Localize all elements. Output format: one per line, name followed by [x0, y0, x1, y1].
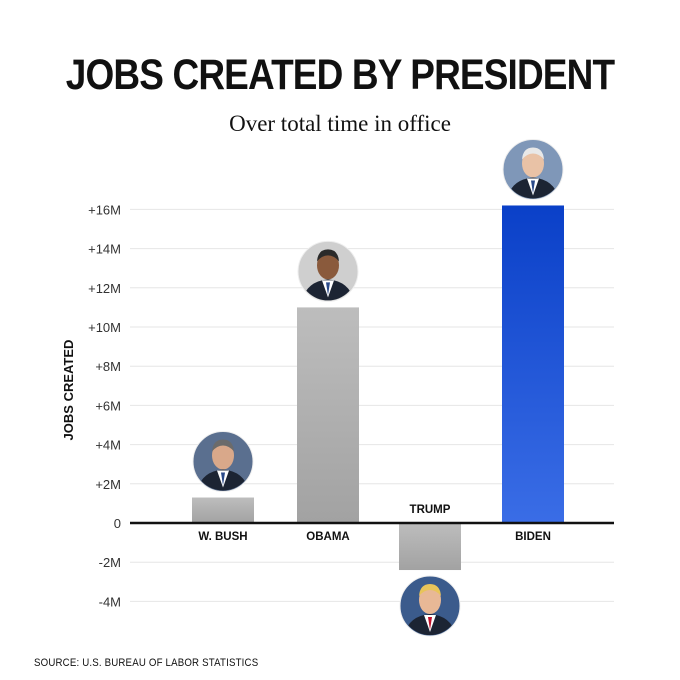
- obama-portrait-icon: [297, 240, 359, 302]
- y-tick-label: +16M: [88, 202, 121, 217]
- y-tick-label: +6M: [95, 398, 121, 413]
- y-tick-label: 0: [114, 516, 121, 531]
- portraits: [192, 138, 564, 637]
- y-tick-label: -2M: [99, 555, 121, 570]
- category-labels: W. BUSH OBAMA TRUMP BIDEN: [198, 504, 550, 543]
- bar-obama: [297, 307, 359, 523]
- y-tick-label: +8M: [95, 359, 121, 374]
- y-tick-label: +14M: [88, 242, 121, 257]
- category-label: BIDEN: [515, 531, 551, 543]
- y-tick-label: +4M: [95, 438, 121, 453]
- trump-portrait-icon: [399, 575, 461, 637]
- bar-w-bush: [192, 497, 254, 523]
- category-label: W. BUSH: [198, 531, 247, 543]
- bars: [192, 205, 564, 571]
- y-tick-labels: +16M +14M +12M +10M +8M +6M +4M +2M 0 -2M -4M: [88, 202, 121, 609]
- y-tick-label: +12M: [88, 281, 121, 296]
- biden-portrait-icon: [502, 138, 564, 200]
- bar-trump: [399, 523, 461, 571]
- chart-subtitle: Over total time in office: [229, 111, 451, 136]
- y-tick-label: -4M: [99, 594, 121, 609]
- chart-title: JOBS CREATED BY PRESIDENT: [65, 51, 615, 99]
- y-tick-label: +2M: [95, 477, 121, 492]
- category-label: OBAMA: [306, 531, 349, 543]
- bush-portrait-icon: [192, 431, 254, 493]
- y-axis-label: JOBS CREATED: [61, 340, 76, 441]
- bar-biden: [502, 205, 564, 524]
- y-tick-label: +10M: [88, 320, 121, 335]
- source-note: SOURCE: U.S. BUREAU OF LABOR STATISTICS: [34, 657, 259, 669]
- category-label: TRUMP: [410, 504, 451, 516]
